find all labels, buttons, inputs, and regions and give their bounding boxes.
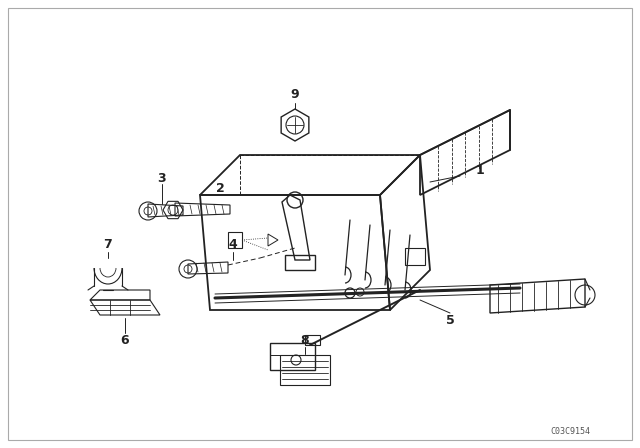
- Text: 4: 4: [228, 238, 237, 251]
- Text: C03C9154: C03C9154: [550, 427, 590, 436]
- Text: 8: 8: [301, 333, 309, 346]
- Text: 7: 7: [104, 238, 113, 251]
- Text: 9: 9: [291, 89, 300, 102]
- Text: 6: 6: [121, 333, 129, 346]
- Text: 2: 2: [216, 182, 225, 195]
- Text: 3: 3: [157, 172, 166, 185]
- Text: 1: 1: [476, 164, 484, 177]
- Text: 5: 5: [445, 314, 454, 327]
